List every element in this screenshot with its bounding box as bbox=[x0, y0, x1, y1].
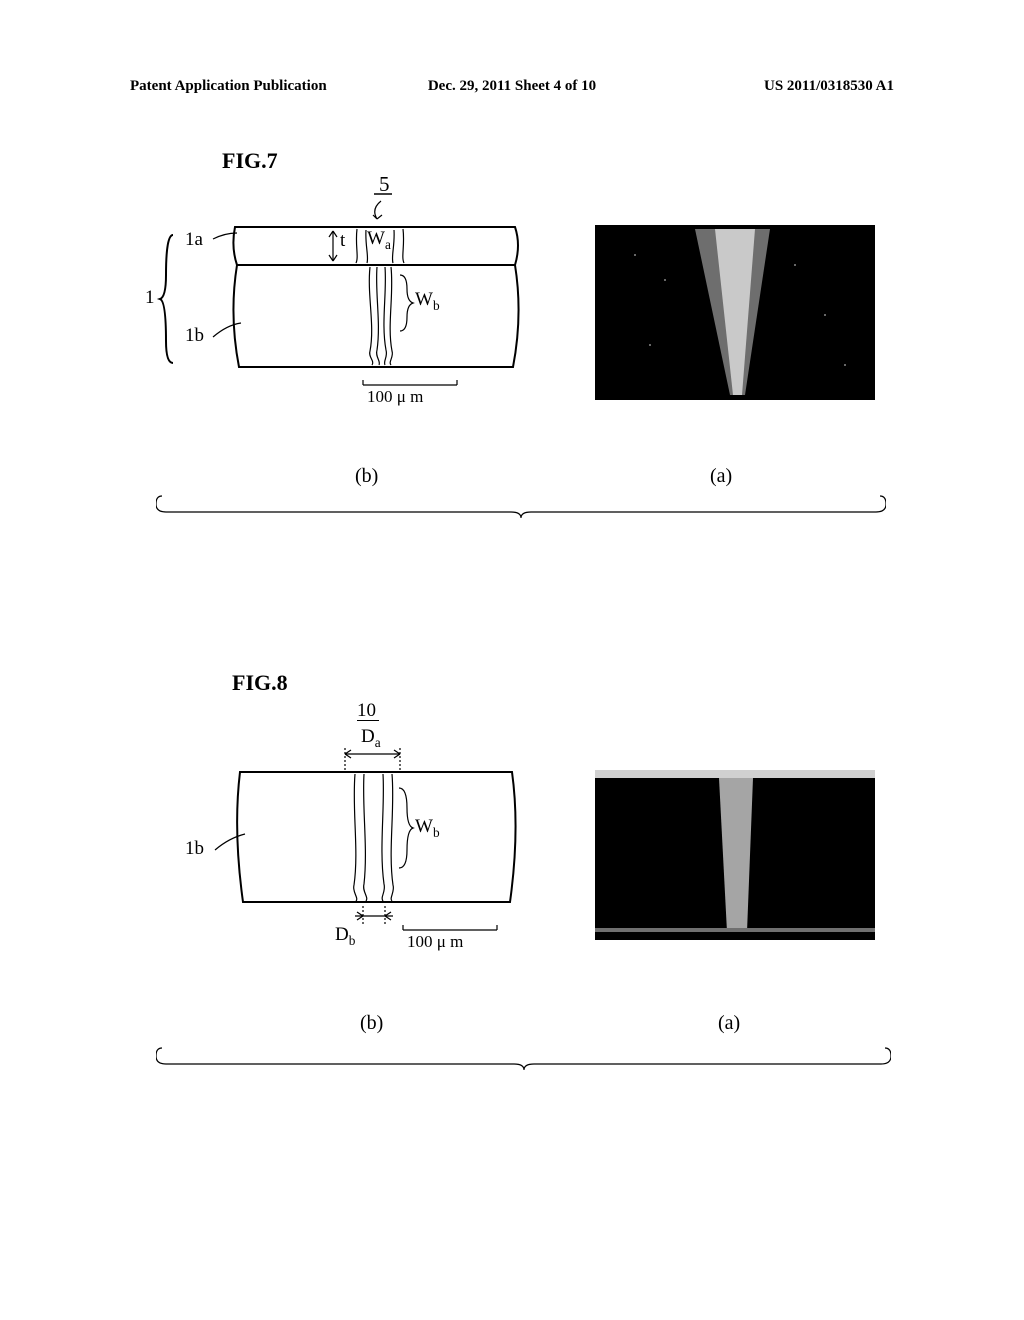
fig8-label-1b: 1b bbox=[185, 838, 204, 860]
fig8-label-wb: Wb bbox=[415, 816, 440, 841]
fig8-label-da: Da bbox=[361, 726, 381, 751]
fig7-brace bbox=[156, 494, 886, 518]
fig8-brace bbox=[156, 1046, 891, 1070]
fig7-photo bbox=[595, 225, 875, 400]
header-right: US 2011/0318530 A1 bbox=[639, 78, 894, 95]
fig7-scale: 100 μ m bbox=[367, 387, 423, 407]
fig7-wb-base: W bbox=[415, 289, 433, 310]
fig8-diagram-svg bbox=[145, 730, 545, 1010]
svg-text:5: 5 bbox=[379, 175, 390, 196]
header-center: Dec. 29, 2011 Sheet 4 of 10 bbox=[385, 78, 640, 95]
fig8-photo-svg bbox=[595, 770, 875, 940]
header-left: Patent Application Publication bbox=[130, 78, 385, 95]
fig7-diagram: 5 bbox=[145, 175, 545, 455]
fig7-sublabel-b: (b) bbox=[355, 465, 378, 488]
fig7-sublabel-a: (a) bbox=[710, 465, 732, 488]
fig7-label-1a: 1a bbox=[185, 229, 203, 251]
fig8-scale: 100 μ m bbox=[407, 932, 463, 952]
fig7-label-wa: Wa bbox=[367, 228, 391, 253]
fig8-da-base: D bbox=[361, 726, 375, 747]
fig8-sublabel-b: (b) bbox=[360, 1012, 383, 1035]
page-header: Patent Application Publication Dec. 29, … bbox=[0, 78, 1024, 95]
fig7-label-t: t bbox=[340, 230, 345, 252]
fig8-da-sub: a bbox=[375, 735, 381, 750]
fig8-photo bbox=[595, 770, 875, 940]
fig7-label-1b: 1b bbox=[185, 325, 204, 347]
fig8-db-sub: b bbox=[349, 933, 356, 948]
fig8-diagram: Da 1b Wb Db 100 μ m bbox=[145, 730, 545, 1010]
fig8-label-10: 10 bbox=[357, 700, 379, 721]
fig7-wb-sub: b bbox=[433, 298, 440, 313]
fig7-title: FIG.7 bbox=[222, 148, 278, 174]
fig8-sublabel-a: (a) bbox=[718, 1012, 740, 1035]
fig7-photo-svg bbox=[595, 225, 875, 400]
fig8-wb-sub: b bbox=[433, 825, 440, 840]
fig7-label-wb: Wb bbox=[415, 289, 440, 314]
fig8-db-base: D bbox=[335, 924, 349, 945]
fig8-title: FIG.8 bbox=[232, 670, 288, 696]
fig8-label-db: Db bbox=[335, 924, 355, 949]
fig7-label-1: 1 bbox=[145, 287, 155, 309]
fig8-wb-base: W bbox=[415, 816, 433, 837]
fig7-wa-sub: a bbox=[385, 237, 391, 252]
fig7-diagram-svg: 5 bbox=[145, 175, 545, 455]
fig7-wa-base: W bbox=[367, 228, 385, 249]
